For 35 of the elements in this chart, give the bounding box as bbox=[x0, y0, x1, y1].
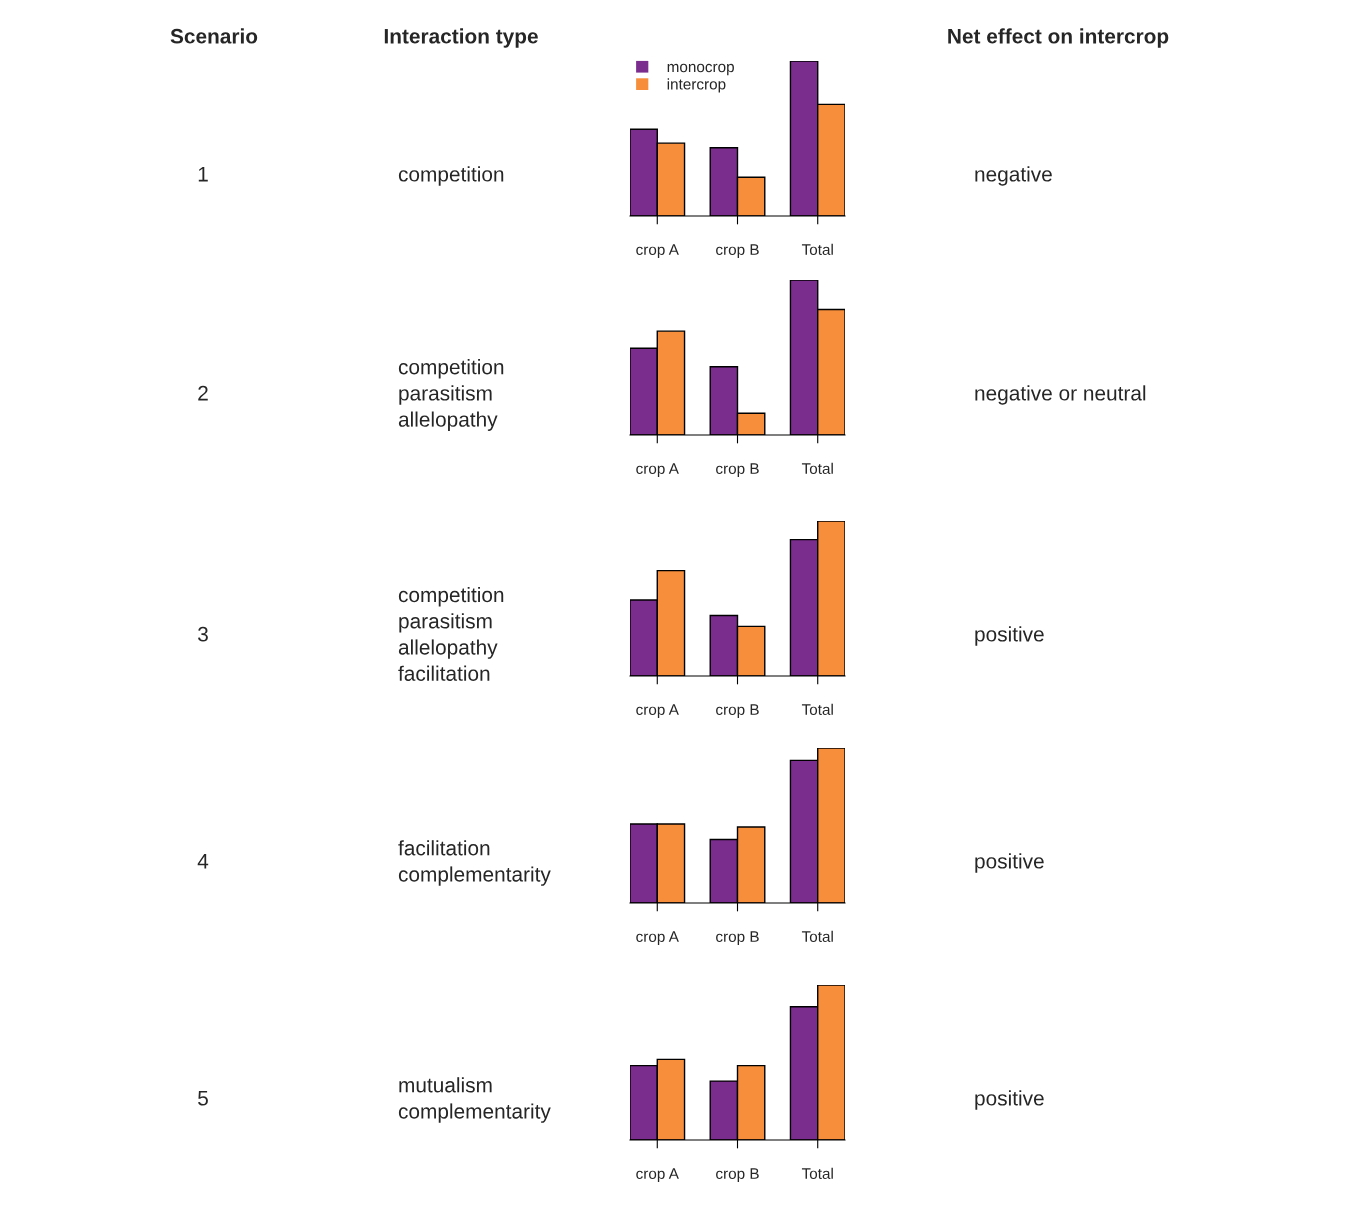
text: 5 bbox=[198, 1091, 208, 1106]
text: Interaction type bbox=[384, 28, 538, 48]
x-tick-label: Total bbox=[801, 462, 833, 474]
text: 3 bbox=[198, 626, 208, 642]
text: mutualism complementarity bbox=[398, 1077, 551, 1123]
x-tick-label: crop B bbox=[716, 463, 759, 478]
text: negative or neutral bbox=[975, 385, 1146, 405]
x-tick-label: crop A bbox=[636, 931, 679, 946]
text: 1 bbox=[198, 167, 208, 182]
legend-label: intercrop bbox=[667, 78, 726, 93]
x-tick-label: Total bbox=[801, 930, 833, 942]
text: Scenario bbox=[170, 28, 258, 44]
legend-label: monocrop bbox=[667, 63, 734, 76]
text: competition bbox=[398, 166, 504, 186]
x-tick-label: Total bbox=[801, 703, 833, 715]
text: competition parasitism allelopathy bbox=[398, 359, 504, 431]
x-tick-label: crop B bbox=[716, 931, 759, 946]
text: 2 bbox=[198, 385, 208, 401]
text: negative bbox=[975, 166, 1052, 186]
x-tick-label: crop A bbox=[636, 1168, 679, 1183]
text: positive bbox=[975, 626, 1044, 646]
x-tick-label: crop A bbox=[636, 244, 679, 259]
x-tick-label: crop B bbox=[716, 1168, 759, 1183]
text: positive bbox=[975, 853, 1044, 873]
text: facilitation complementarity bbox=[398, 840, 551, 886]
x-tick-label: crop A bbox=[636, 463, 679, 478]
text: Net effect on intercrop bbox=[948, 28, 1169, 48]
text: 4 bbox=[197, 854, 209, 869]
x-tick-label: Total bbox=[801, 1167, 833, 1179]
text: competition parasitism allelopathy facilitation bbox=[398, 586, 504, 681]
text: positive bbox=[975, 1090, 1044, 1110]
x-tick-label: crop A bbox=[636, 704, 679, 719]
x-tick-label: crop B bbox=[716, 704, 759, 719]
x-tick-label: crop B bbox=[716, 244, 759, 259]
x-tick-label: Total bbox=[801, 243, 833, 255]
